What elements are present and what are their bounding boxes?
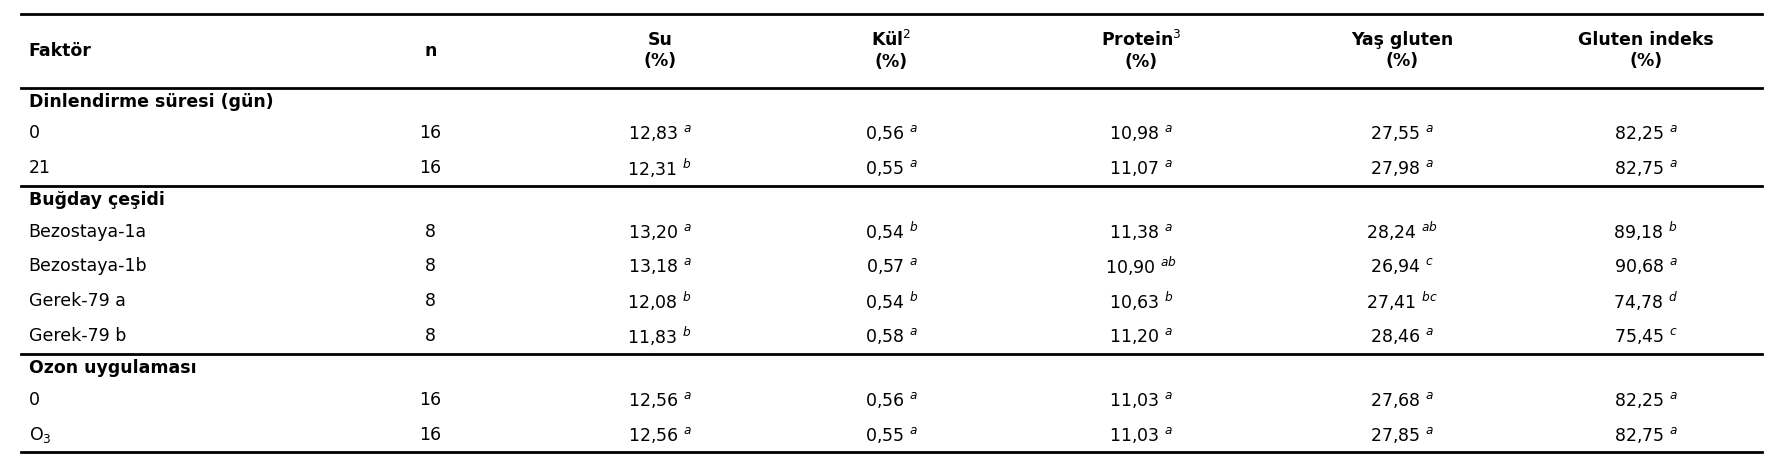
Text: 12,83 $^a$: 12,83 $^a$	[627, 123, 691, 144]
Text: 27,55 $^a$: 27,55 $^a$	[1370, 123, 1433, 144]
Text: 11,03 $^a$: 11,03 $^a$	[1108, 425, 1173, 445]
Text: 16: 16	[419, 391, 442, 409]
Text: 11,38 $^a$: 11,38 $^a$	[1108, 221, 1173, 241]
Text: 27,98 $^a$: 27,98 $^a$	[1370, 158, 1433, 178]
Text: 12,31 $^b$: 12,31 $^b$	[627, 157, 691, 180]
Text: 12,08 $^b$: 12,08 $^b$	[627, 290, 691, 313]
Text: 10,90 $^{ab}$: 10,90 $^{ab}$	[1105, 255, 1176, 278]
Text: 0,54 $^b$: 0,54 $^b$	[864, 290, 918, 313]
Text: 0: 0	[29, 124, 39, 142]
Text: 0,58 $^a$: 0,58 $^a$	[864, 326, 918, 346]
Text: 0,56 $^a$: 0,56 $^a$	[864, 390, 918, 410]
Text: Bezostaya-1b: Bezostaya-1b	[29, 258, 148, 275]
Text: 13,20 $^a$: 13,20 $^a$	[627, 221, 691, 241]
Text: 28,24 $^{ab}$: 28,24 $^{ab}$	[1365, 220, 1438, 243]
Text: 28,46 $^a$: 28,46 $^a$	[1370, 326, 1433, 346]
Text: Gluten indeks
(%): Gluten indeks (%)	[1577, 31, 1713, 70]
Text: 8: 8	[424, 223, 437, 240]
Text: 0,56 $^a$: 0,56 $^a$	[864, 123, 918, 144]
Text: 90,68 $^a$: 90,68 $^a$	[1613, 256, 1677, 276]
Text: 10,63 $^b$: 10,63 $^b$	[1108, 290, 1173, 313]
Text: 8: 8	[424, 327, 437, 345]
Text: 12,56 $^a$: 12,56 $^a$	[627, 390, 691, 410]
Text: Su
(%): Su (%)	[643, 31, 675, 70]
Text: 8: 8	[424, 292, 437, 310]
Text: O$_3$: O$_3$	[29, 425, 52, 445]
Text: 82,75 $^a$: 82,75 $^a$	[1613, 158, 1677, 178]
Text: 26,94 $^c$: 26,94 $^c$	[1370, 256, 1433, 276]
Text: 16: 16	[419, 425, 442, 444]
Text: 12,56 $^a$: 12,56 $^a$	[627, 425, 691, 445]
Text: 82,25 $^a$: 82,25 $^a$	[1613, 390, 1677, 410]
Text: 8: 8	[424, 258, 437, 275]
Text: Faktör: Faktör	[29, 42, 91, 60]
Text: Ozon uygulaması: Ozon uygulaması	[29, 359, 196, 377]
Text: 0,55 $^a$: 0,55 $^a$	[864, 425, 918, 445]
Text: 0,55 $^a$: 0,55 $^a$	[864, 158, 918, 178]
Text: 0,54 $^b$: 0,54 $^b$	[864, 220, 918, 243]
Text: Kül$^2$
(%): Kül$^2$ (%)	[871, 30, 911, 71]
Text: 75,45 $^c$: 75,45 $^c$	[1613, 326, 1677, 346]
Text: 27,85 $^a$: 27,85 $^a$	[1370, 425, 1433, 445]
Text: 11,07 $^a$: 11,07 $^a$	[1108, 158, 1173, 178]
Text: 11,20 $^a$: 11,20 $^a$	[1108, 326, 1173, 346]
Text: Dinlendirme süresi (gün): Dinlendirme süresi (gün)	[29, 93, 273, 111]
Text: Gerek-79 a: Gerek-79 a	[29, 292, 125, 310]
Text: 10,98 $^a$: 10,98 $^a$	[1108, 123, 1173, 144]
Text: Protein$^3$
(%): Protein$^3$ (%)	[1099, 30, 1181, 71]
Text: Bezostaya-1a: Bezostaya-1a	[29, 223, 146, 240]
Text: n: n	[424, 42, 437, 60]
Text: 16: 16	[419, 159, 442, 177]
Text: 82,75 $^a$: 82,75 $^a$	[1613, 425, 1677, 445]
Text: 13,18 $^a$: 13,18 $^a$	[627, 256, 691, 276]
Text: 89,18 $^b$: 89,18 $^b$	[1613, 220, 1677, 243]
Text: 74,78 $^d$: 74,78 $^d$	[1613, 290, 1677, 313]
Text: 27,68 $^a$: 27,68 $^a$	[1370, 390, 1433, 410]
Text: 27,41 $^{bc}$: 27,41 $^{bc}$	[1365, 290, 1438, 313]
Text: Gerek-79 b: Gerek-79 b	[29, 327, 127, 345]
Text: 11,83 $^b$: 11,83 $^b$	[627, 325, 691, 348]
Text: 21: 21	[29, 159, 50, 177]
Text: Buğday çeşidi: Buğday çeşidi	[29, 191, 164, 209]
Text: 0: 0	[29, 391, 39, 409]
Text: Yaş gluten
(%): Yaş gluten (%)	[1351, 31, 1452, 70]
Text: 11,03 $^a$: 11,03 $^a$	[1108, 390, 1173, 410]
Text: 0,57 $^a$: 0,57 $^a$	[864, 256, 918, 276]
Text: 16: 16	[419, 124, 442, 142]
Text: 82,25 $^a$: 82,25 $^a$	[1613, 123, 1677, 144]
